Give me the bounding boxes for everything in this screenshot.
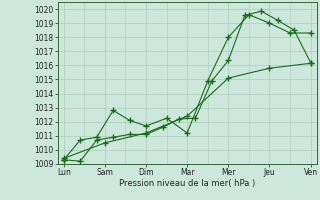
X-axis label: Pression niveau de la mer( hPa ): Pression niveau de la mer( hPa ) bbox=[119, 179, 255, 188]
